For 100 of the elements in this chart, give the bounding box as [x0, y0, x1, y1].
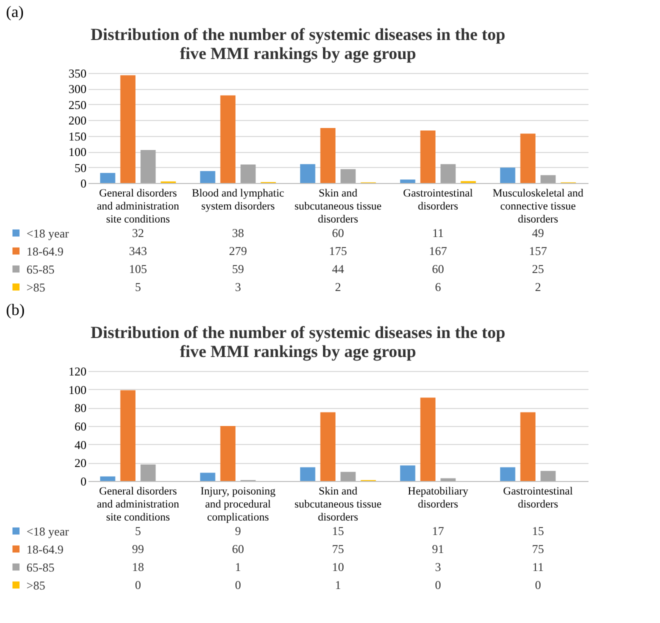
data-label: 2 [335, 280, 341, 294]
data-label: 2 [535, 280, 541, 294]
data-label: 25 [532, 262, 544, 276]
x-tick-label: Skin and subcutaneous tissue disorders [294, 188, 382, 226]
bar [300, 467, 316, 481]
data-label: 99 [132, 542, 144, 556]
x-tick-label: Musculoskeletal and connective tissue disorders [492, 188, 584, 226]
bar [540, 470, 556, 481]
y-tick-label: 100 [68, 145, 86, 160]
bar [100, 172, 116, 183]
bar [300, 164, 316, 183]
data-label: 343 [129, 244, 147, 258]
text: (a) [6, 4, 25, 22]
y-tick-label: 50 [74, 160, 86, 175]
y-tick-label: 100 [68, 382, 86, 397]
legend-label: 65-85 [26, 560, 54, 574]
y-tick-label: 350 [68, 66, 86, 80]
data-label: 75 [332, 542, 344, 556]
data-label: 44 [332, 262, 344, 276]
y-tick-label: 250 [68, 98, 86, 112]
bar [500, 168, 516, 183]
x-tick-label: Gastrointestinal disorders [503, 486, 573, 510]
data-label: 105 [129, 262, 147, 276]
bar [340, 472, 356, 481]
text: (b) [6, 302, 26, 320]
chart-title: Distribution of the number of systemic diseases in the top five MMI rankings by age group [90, 323, 506, 361]
data-label: 9 [235, 524, 241, 538]
data-label: 60 [432, 262, 444, 276]
bar [500, 467, 516, 481]
y-tick-label: 0 [80, 474, 86, 488]
bar [120, 390, 136, 481]
bar [540, 175, 556, 183]
legend-label: <18 year [26, 226, 69, 240]
y-tick-label: 40 [74, 438, 86, 452]
data-label: 32 [132, 226, 144, 240]
data-label: 157 [529, 244, 547, 258]
bar [400, 465, 416, 481]
data-label: 0 [135, 578, 141, 592]
data-label: 1 [335, 578, 341, 592]
data-label: 17 [432, 524, 444, 538]
y-tick-label: 0 [80, 176, 86, 190]
data-label: 11 [532, 560, 544, 574]
x-tick-label: Gastrointestinal disorders [403, 188, 473, 212]
data-label: 38 [232, 226, 244, 240]
data-label: 60 [232, 542, 244, 556]
bar [240, 164, 256, 183]
data-label: 0 [435, 578, 441, 592]
data-label: 5 [135, 280, 141, 294]
y-tick-label: 60 [74, 420, 86, 434]
bar [440, 478, 456, 481]
x-tick-label: General disorders and administration site conditions [96, 486, 180, 524]
data-label: 6 [435, 280, 441, 294]
data-label: 175 [329, 244, 347, 258]
bar [220, 95, 236, 183]
x-tick-label: General disorders and administration site conditions [96, 188, 180, 226]
bar [520, 134, 536, 183]
bar [200, 171, 216, 183]
data-label: 49 [532, 226, 544, 240]
bar [140, 464, 156, 481]
y-tick-label: 80 [74, 401, 86, 416]
data-label: 5 [135, 524, 141, 538]
y-tick-label: 150 [68, 129, 86, 144]
y-tick-label: 200 [68, 114, 86, 128]
bar [100, 476, 116, 481]
bar [120, 75, 136, 183]
y-tick-label: 300 [68, 82, 86, 96]
data-label: 75 [532, 542, 544, 556]
bar [200, 472, 216, 481]
bar [440, 164, 456, 183]
bar [320, 412, 336, 481]
data-label: 60 [332, 226, 344, 240]
legend-label: >85 [26, 280, 46, 294]
data-label: 18 [132, 560, 144, 574]
bar [140, 150, 156, 183]
x-tick-label: Blood and lymphatic system disorders [192, 188, 284, 212]
data-label: 167 [429, 244, 447, 258]
data-label: 15 [332, 524, 344, 538]
bar [220, 426, 236, 481]
bar [420, 130, 436, 183]
data-label: 3 [235, 280, 241, 294]
data-label: 279 [229, 244, 247, 258]
bar [320, 128, 336, 183]
chart-title: Distribution of the number of systemic diseases in the top five MMI rankings by age group [90, 25, 506, 63]
data-label: 15 [532, 524, 544, 538]
bar [340, 169, 356, 183]
y-tick-label: 120 [68, 364, 86, 378]
legend-label: <18 year [26, 524, 69, 538]
data-label: 59 [232, 262, 244, 276]
legend-label: 18-64.9 [26, 542, 64, 556]
y-tick-label: 20 [74, 456, 86, 470]
x-tick-label: Hepatobiliary disorders [408, 486, 469, 510]
data-label: 0 [535, 578, 541, 592]
bar [420, 398, 436, 481]
legend-label: >85 [26, 578, 46, 592]
legend-label: 18-64.9 [26, 244, 64, 258]
data-label: 11 [432, 226, 444, 240]
data-label: 3 [435, 560, 441, 574]
data-label: 1 [235, 560, 241, 574]
bar [400, 180, 416, 183]
data-label: 0 [235, 578, 241, 592]
